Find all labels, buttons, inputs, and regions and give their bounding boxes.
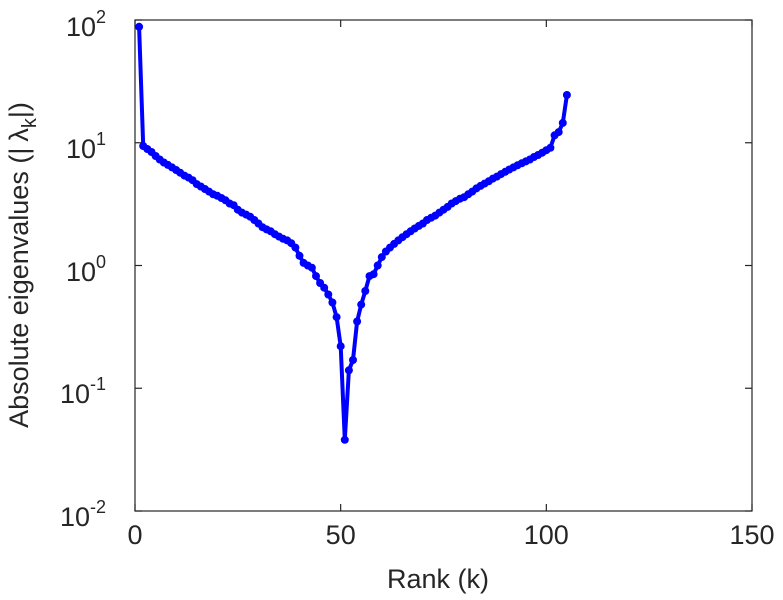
data-point bbox=[336, 342, 345, 351]
y-tick-label-1e2: 10 2 bbox=[66, 7, 106, 42]
data-point bbox=[312, 272, 320, 281]
y-tick-base: 10 bbox=[60, 379, 90, 409]
x-axis-label: Rank (k) bbox=[387, 564, 489, 594]
y-tick-label-1e1: 10 1 bbox=[66, 129, 106, 164]
x-tick-marks bbox=[134, 20, 753, 511]
y-axis-label: Absolute eigenvalues (| λk|) bbox=[4, 102, 41, 428]
y-tick-label-1e-1: 10 -1 bbox=[60, 374, 106, 409]
y-axis-label-suffix: |) bbox=[4, 102, 34, 118]
y-tick-exponent: 2 bbox=[96, 7, 106, 27]
y-tick-exponent: -1 bbox=[90, 374, 106, 394]
data-point bbox=[291, 243, 300, 252]
data-point bbox=[361, 287, 370, 295]
data-point bbox=[369, 270, 378, 279]
y-tick-base: 10 bbox=[66, 134, 96, 164]
data-point bbox=[135, 22, 144, 31]
y-tick-base: 10 bbox=[66, 257, 96, 287]
y-tick-exponent: 0 bbox=[96, 252, 106, 272]
data-point bbox=[357, 300, 366, 309]
data-point bbox=[344, 366, 353, 375]
data-point bbox=[554, 128, 563, 137]
series-markers bbox=[135, 22, 571, 444]
y-tick-marks bbox=[135, 19, 752, 512]
x-tick-label-0: 0 bbox=[127, 520, 142, 550]
data-point bbox=[546, 143, 555, 152]
data-point bbox=[328, 298, 337, 307]
data-point bbox=[332, 313, 341, 322]
y-tick-exponent: 1 bbox=[96, 129, 106, 149]
data-point bbox=[373, 261, 382, 270]
y-tick-base: 10 bbox=[66, 12, 96, 42]
y-axis-label-lambda: λ bbox=[4, 128, 34, 142]
y-tick-base: 10 bbox=[60, 502, 90, 532]
x-tick-label-50: 50 bbox=[326, 520, 356, 550]
data-point bbox=[377, 253, 386, 262]
data-point bbox=[353, 317, 362, 326]
data-point bbox=[307, 263, 316, 272]
data-point bbox=[340, 435, 349, 444]
x-tick-labels: 0 50 100 150 bbox=[127, 520, 774, 550]
y-tick-label-1e0: 10 0 bbox=[66, 252, 106, 287]
data-point bbox=[295, 251, 304, 260]
y-axis-label-prefix: Absolute eigenvalues (| bbox=[4, 148, 34, 428]
x-tick-label-100: 100 bbox=[524, 520, 569, 550]
data-point bbox=[320, 283, 329, 292]
y-tick-labels: 10 -2 10 -1 10 0 10 1 10 2 bbox=[60, 7, 106, 532]
data-point bbox=[349, 356, 357, 364]
y-axis-label-subscript: k bbox=[19, 117, 41, 128]
x-tick-label-150: 150 bbox=[729, 520, 774, 550]
y-tick-label-1e-2: 10 -2 bbox=[60, 497, 106, 532]
y-tick-exponent: -2 bbox=[90, 497, 106, 517]
data-point bbox=[558, 118, 567, 127]
data-point bbox=[562, 91, 571, 99]
plot-area bbox=[134, 19, 753, 512]
data-point bbox=[324, 290, 333, 299]
